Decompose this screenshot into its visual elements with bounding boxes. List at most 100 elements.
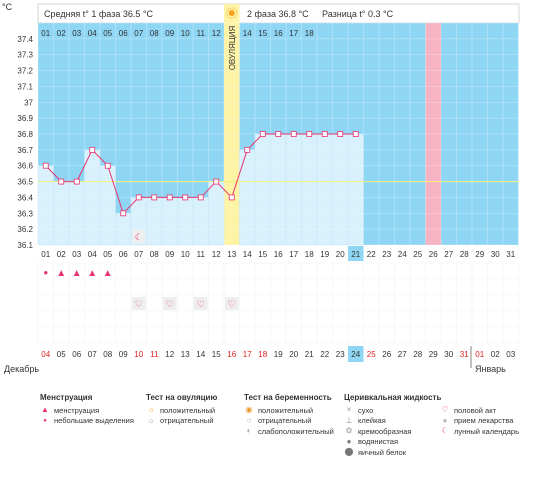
calendar-day-label: 15: [212, 350, 221, 359]
sun-rays: [226, 7, 238, 19]
cycle-day-label: 02: [57, 29, 66, 38]
y-tick-label: 37.3: [17, 51, 33, 60]
date-label: 17: [289, 250, 298, 259]
date-label: 04: [88, 250, 97, 259]
y-tick-label: 36.1: [17, 241, 33, 250]
temperature-point: [244, 146, 251, 153]
calendar-day-label: 18: [258, 350, 267, 359]
date-label: 08: [150, 250, 159, 259]
calendar-day-label: 29: [429, 350, 438, 359]
heart-icon: ♡: [441, 405, 449, 415]
calendar-day-label: 26: [382, 350, 391, 359]
sun-icon: [228, 10, 235, 16]
cycle-day-label: 16: [274, 29, 283, 38]
temperature-bar: [37, 165, 54, 246]
heavy-menstruation-icon: ▲: [72, 268, 82, 279]
heavy-menstruation-icon: ▲: [87, 268, 97, 279]
date-label: 27: [444, 250, 453, 259]
temperature-point: [104, 162, 111, 169]
calendar-day-label: 20: [289, 350, 298, 359]
y-axis-ticks: 36.1 36.2 36.3 36.4 36.5 36.6 36.7 36.8 36.9 37 37…: [17, 35, 33, 250]
marked-day-column: [425, 23, 441, 245]
date-label: 11: [197, 250, 206, 259]
legend-item: ● прием лекарства: [440, 416, 519, 427]
creamy-icon: ✿: [345, 426, 353, 436]
calendar-day-label: 14: [196, 350, 205, 359]
calendar-day-label: 28: [413, 350, 422, 359]
y-tick-label: 36.7: [17, 146, 33, 155]
temperature-point: [306, 131, 313, 137]
temperature-bar: [347, 133, 364, 246]
temperature-point: [197, 194, 204, 201]
dry-icon: ×: [346, 405, 352, 415]
calendar-day-label: 21: [305, 350, 314, 359]
cycle-day-label: 15: [258, 29, 267, 38]
calendar-day-label: 13: [181, 350, 190, 359]
temperature-bar: [285, 133, 302, 246]
calendar-day-label: 11: [150, 350, 159, 359]
y-tick-label: 36.6: [17, 162, 33, 171]
legend-item: ☾ лунный календарь: [441, 426, 520, 436]
temperature-bar: [254, 133, 271, 246]
calendar-day-label: 25: [367, 350, 376, 359]
cycle-day-label: 09: [165, 29, 174, 38]
temperature-point: [290, 131, 297, 137]
date-label: 05: [103, 250, 112, 259]
unit-label: °C: [2, 2, 13, 12]
temperature-bar: [99, 165, 116, 246]
watery-icon: ●: [346, 436, 352, 446]
temperature-bar: [316, 133, 333, 246]
legend-item: ● водянистая: [344, 437, 441, 448]
legend-item: ✿ кремообразная: [345, 426, 412, 436]
legend-title: Церивкальная жидкость: [344, 393, 442, 402]
legend-item: × сухо: [344, 405, 441, 416]
cycle-day-label: 10: [181, 29, 190, 38]
temperature-point: [42, 162, 49, 169]
cycle-day-label: 17: [289, 29, 298, 38]
sticky-icon: ⊥: [345, 415, 353, 425]
legend-item: ⬤ яичный белок: [344, 447, 407, 457]
legend-title: Тест на овуляцию: [146, 393, 218, 402]
light-menstruation-icon: ●: [43, 268, 48, 277]
cycle-day-label: 08: [150, 29, 159, 38]
legend-cervical: Церивкальная жидкость × сухо ⊥ клейкая ✿ кр…: [344, 393, 441, 458]
cycle-day-label: 12: [212, 29, 221, 38]
cycle-day-label: 05: [103, 29, 112, 38]
sun-positive-icon: ☼: [147, 405, 155, 415]
date-label: 13: [227, 250, 236, 259]
temperature-point: [352, 131, 359, 137]
calendar-day-label: 03: [506, 350, 515, 359]
temperature-point: [213, 178, 220, 185]
heart-marker-bg: [194, 297, 208, 310]
calendar-day-label: 23: [336, 350, 345, 359]
test-faint-icon: ◐: [246, 426, 252, 436]
temperature-bar: [161, 197, 178, 246]
temperature-point: [182, 194, 189, 201]
temperature-point: [228, 194, 235, 201]
temperature-bar: [146, 197, 163, 246]
ovulation-label: ОВУЛЯЦИЯ: [228, 25, 237, 70]
cycle-day-label: 03: [72, 29, 81, 38]
date-label: 21: [351, 250, 360, 259]
temperature-bar: [301, 133, 318, 246]
y-tick-label: 37.4: [17, 35, 33, 44]
heavy-menstruation-icon: ▲: [56, 268, 66, 279]
sun-negative-icon: ☼: [147, 415, 155, 425]
calendar-day-label: 22: [320, 350, 329, 359]
cycle-day-label: 14: [243, 29, 252, 38]
y-tick-label: 36.3: [17, 209, 33, 218]
date-label: 01: [41, 250, 50, 259]
drop-light-icon: ●: [43, 417, 47, 424]
date-label: 24: [398, 250, 407, 259]
today-calendar-bg: [348, 346, 364, 362]
temperature-bar: [192, 197, 209, 246]
calendar-day-label: 02: [491, 350, 500, 359]
heart-marker-bg: [163, 297, 177, 310]
temperature-point: [337, 131, 344, 137]
date-label: 25: [413, 250, 422, 259]
test-positive-icon: ◉: [245, 405, 253, 415]
legend-title: Тест на беременность: [244, 393, 332, 402]
date-label: 19: [320, 250, 329, 259]
legend-item: ○ отрицательный: [244, 416, 334, 427]
legend-ovulation-test: Тест на овуляцию ☼ положительный ☼ отрицат…: [146, 393, 217, 426]
